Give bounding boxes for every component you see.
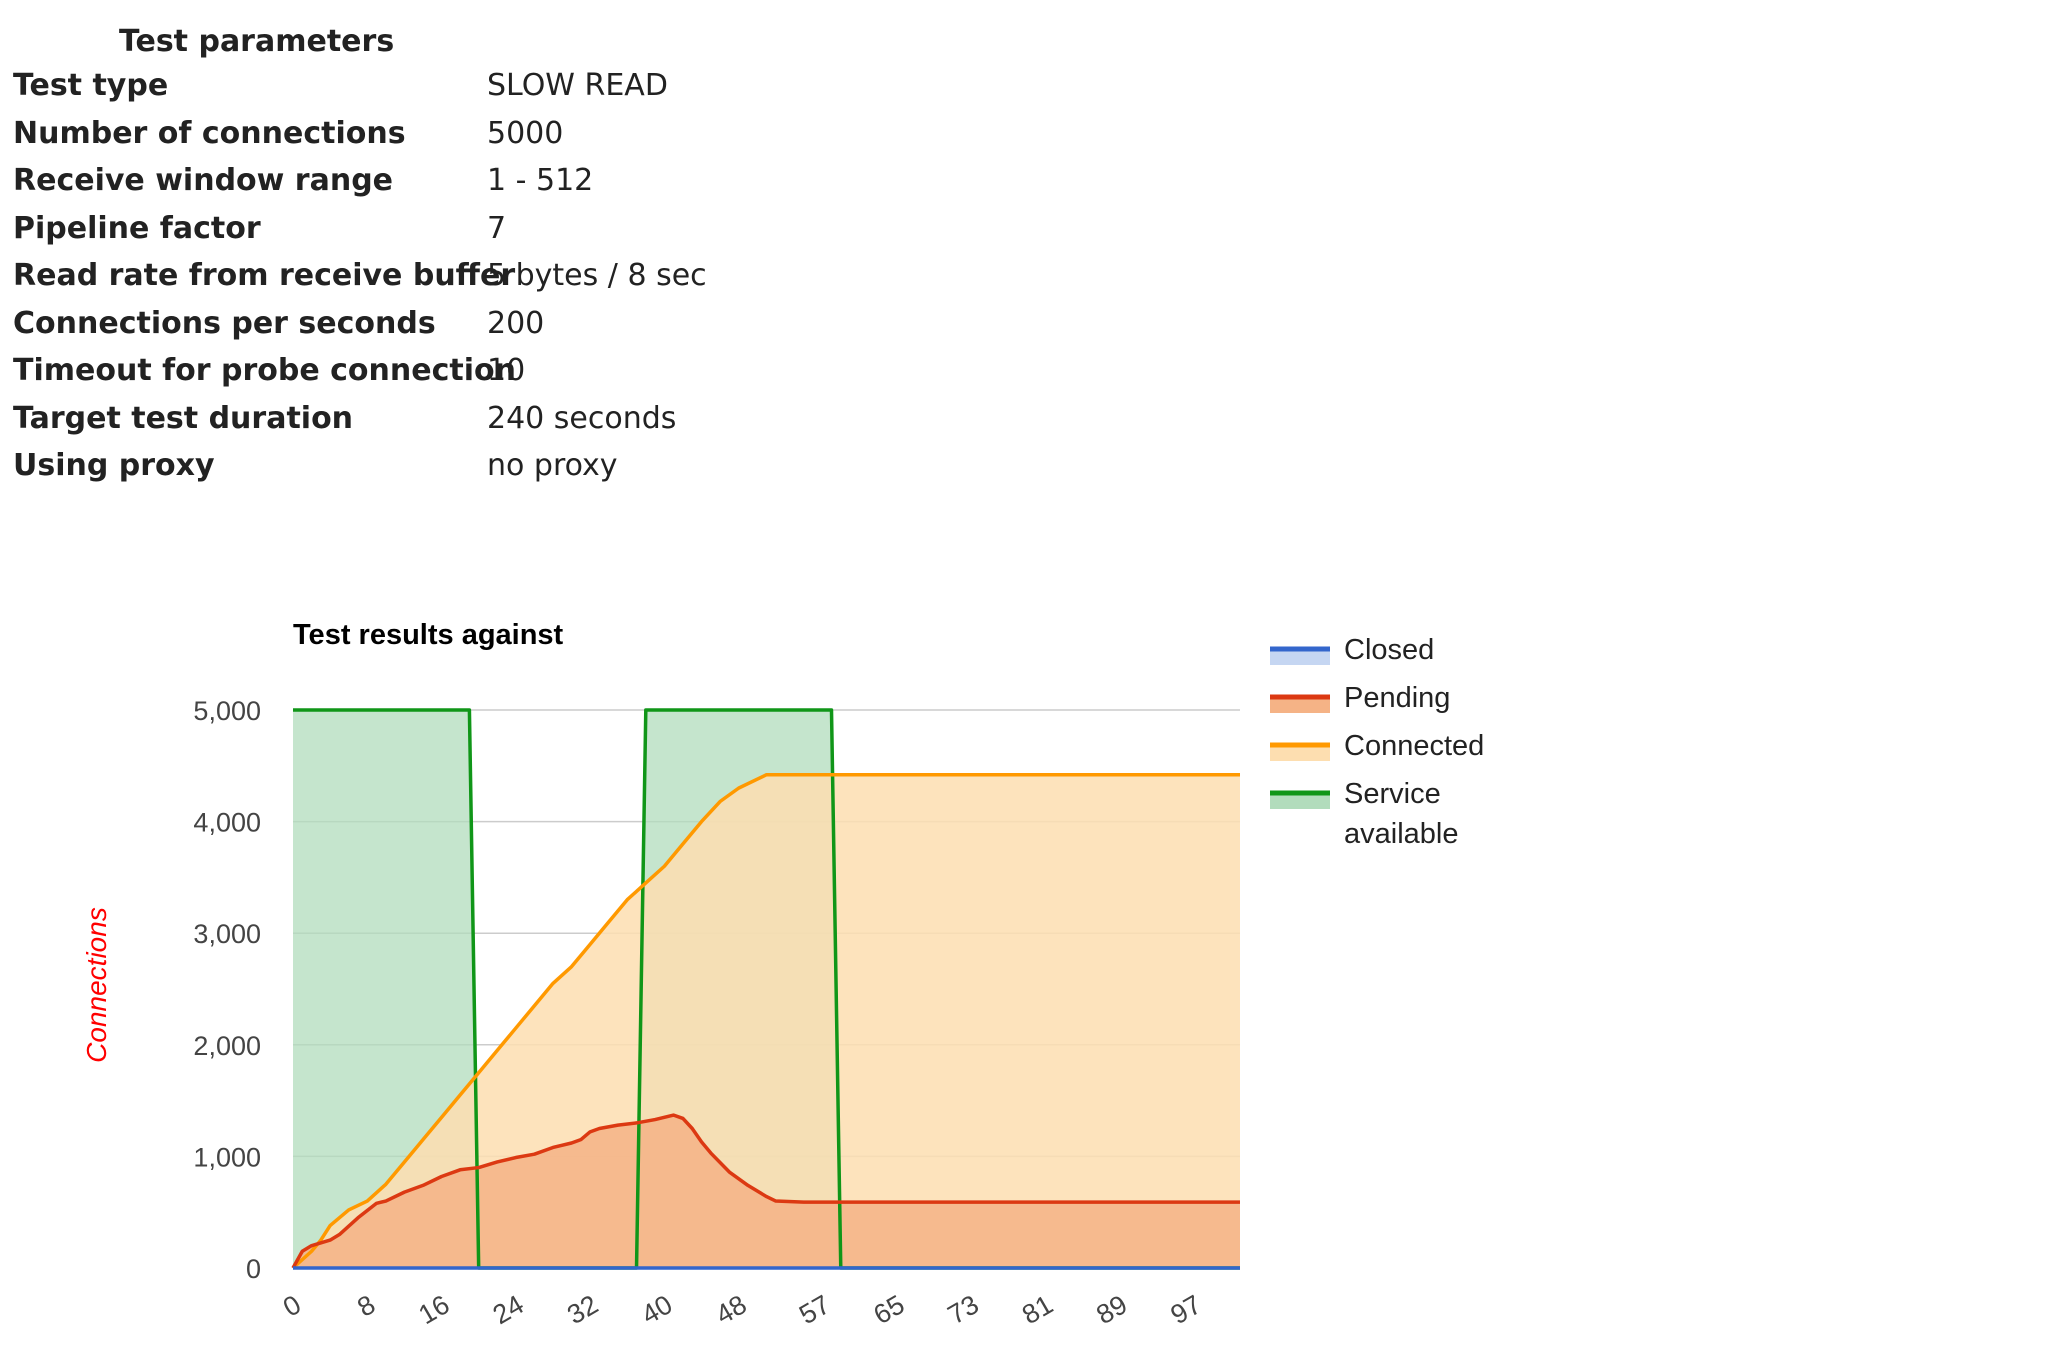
param-key: Connections per seconds — [13, 305, 436, 341]
y-axis-label: Connections — [81, 907, 112, 1063]
chart: Test results against 0 1,000 2,000 3,000 4,0… — [81, 619, 1484, 1330]
series-area — [293, 1115, 1240, 1268]
x-tick-label: 65 — [868, 1289, 909, 1330]
param-key: Receive window range — [13, 163, 394, 198]
series-line — [291, 772, 1240, 1270]
series-line — [293, 708, 1240, 1270]
x-tick-label: 40 — [636, 1289, 677, 1330]
legend-swatch-fill — [1270, 745, 1330, 761]
legend-label: Connected — [1344, 730, 1484, 762]
chart-title: Test results against — [293, 619, 564, 651]
x-tick-labels: 0 8 16 24 32 40 48 57 65 73 81 89 97 — [278, 1289, 1207, 1330]
series-lines — [291, 708, 1240, 1270]
y-tick-label: 0 — [246, 1254, 261, 1284]
param-value: 240 seconds — [487, 400, 677, 436]
y-tick-label: 4,000 — [193, 808, 261, 838]
param-key: Read rate from receive buffer — [13, 258, 516, 293]
x-tick-label: 73 — [943, 1289, 984, 1330]
x-tick-label: 0 — [278, 1289, 306, 1322]
legend-label: Closed — [1344, 634, 1434, 666]
y-tick-label: 5,000 — [193, 696, 261, 726]
param-value: 7 — [487, 210, 507, 246]
y-tick-label: 1,000 — [193, 1142, 261, 1172]
param-value: 5000 — [487, 115, 564, 151]
x-tick-label: 48 — [711, 1289, 752, 1330]
x-tick-label: 16 — [414, 1289, 455, 1330]
param-key: Test type — [13, 68, 169, 103]
legend-swatch-fill — [1270, 793, 1330, 809]
legend-swatch-fill — [1270, 649, 1330, 665]
param-value: 5 bytes / 8 sec — [487, 258, 707, 293]
y-tick-label: 3,000 — [193, 919, 261, 949]
x-tick-label: 89 — [1091, 1289, 1132, 1330]
params-title: Test parameters — [119, 24, 395, 59]
y-tick-labels: 0 1,000 2,000 3,000 4,000 5,000 — [193, 696, 261, 1284]
param-value: no proxy — [487, 448, 618, 483]
param-key: Using proxy — [13, 448, 215, 483]
x-tick-label: 81 — [1017, 1289, 1058, 1330]
param-value: SLOW READ — [487, 68, 668, 103]
param-value: 1 - 512 — [487, 163, 594, 198]
param-key: Pipeline factor — [13, 210, 261, 246]
legend: Closed Pending Connected Service available — [1270, 634, 1484, 850]
legend-swatch-fill — [1270, 697, 1330, 713]
param-key: Target test duration — [13, 400, 354, 436]
legend-label: Service available — [1344, 778, 1458, 850]
param-value: 10 — [487, 353, 526, 388]
series-areas — [293, 710, 1240, 1268]
legend-label: Pending — [1344, 682, 1450, 714]
x-tick-label: 8 — [352, 1289, 380, 1322]
param-value: 200 — [487, 305, 545, 341]
x-tick-label: 57 — [794, 1289, 835, 1330]
param-key: Number of connections — [13, 115, 406, 151]
y-tick-label: 2,000 — [193, 1031, 261, 1061]
x-tick-label: 97 — [1166, 1289, 1207, 1330]
series-area — [293, 774, 1240, 1268]
x-tick-label: 32 — [562, 1289, 603, 1330]
x-tick-label: 24 — [488, 1289, 529, 1330]
param-key: Timeout for probe connection — [13, 353, 516, 388]
series-line — [291, 1113, 1240, 1269]
